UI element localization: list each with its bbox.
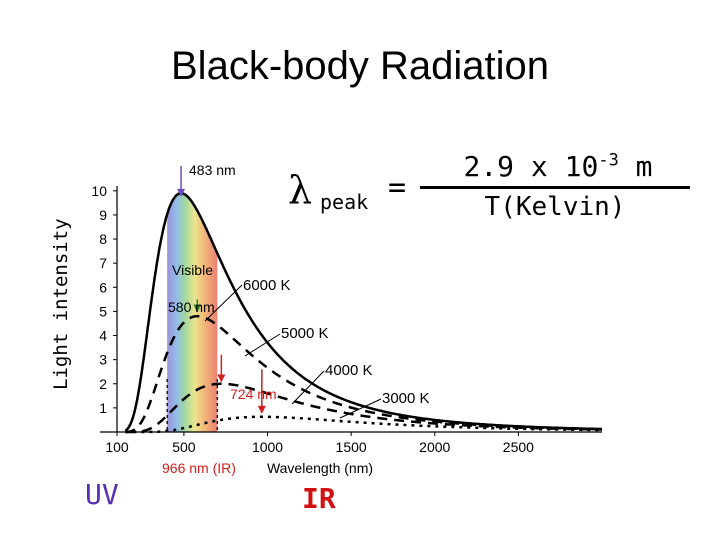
y-tick-label-3: 3 xyxy=(99,352,107,368)
y-tick-label-9: 9 xyxy=(99,207,107,223)
peak-arrowhead-966 xyxy=(257,405,266,414)
x-tick-label-1000: 1000 xyxy=(252,439,283,455)
curve-4000k xyxy=(125,382,602,434)
formula-denominator: T(Kelvin) xyxy=(484,192,626,222)
peak-label-724: 724 nm xyxy=(230,386,277,402)
y-tick-label-1: 1 xyxy=(99,400,107,416)
series-pointer-5000k xyxy=(244,333,281,357)
series-pointer-4000k xyxy=(291,370,325,405)
y-axis-side-label: Light intensity xyxy=(50,218,72,390)
series-label-4000k: 4000 K xyxy=(325,362,373,379)
numerator-base: 2.9 x 10 xyxy=(463,150,599,183)
wien-formula: λ peak = 2.9 x 10-3 m T(Kelvin) xyxy=(288,150,708,230)
y-tick-label-5: 5 xyxy=(99,303,107,319)
slide-title: Black-body Radiation xyxy=(171,44,549,88)
peak-label-966: 966 nm (IR) xyxy=(162,460,236,476)
series-label-6000k: 6000 K xyxy=(243,277,291,294)
x-tick-label-500: 500 xyxy=(172,439,196,455)
y-tick-label-2: 2 xyxy=(99,376,107,392)
series-label-3000k: 3000 K xyxy=(382,390,430,407)
y-tick-label-7: 7 xyxy=(99,255,107,271)
peak-arrowhead-724 xyxy=(217,374,226,383)
x-tick-label-2000: 2000 xyxy=(419,439,450,455)
series-pointer-6000k xyxy=(204,284,243,322)
ir-label: IR xyxy=(302,482,336,515)
y-tick-label-8: 8 xyxy=(99,231,107,247)
peak-arrowhead-580 xyxy=(193,304,202,313)
x-tick-label-2500: 2500 xyxy=(503,439,534,455)
uv-label: UV xyxy=(85,478,119,511)
x-axis-label: Wavelength (nm) xyxy=(267,460,373,476)
numerator-unit: m xyxy=(618,150,653,183)
y-tick-label-10: 10 xyxy=(91,183,107,199)
peak-arrowhead-483 xyxy=(177,188,186,197)
numerator-exponent: -3 xyxy=(598,150,619,171)
formula-lambda: λ xyxy=(288,168,313,212)
peak-label-483: 483 nm xyxy=(189,162,236,178)
y-tick-label-6: 6 xyxy=(99,279,107,295)
x-tick-label-1500: 1500 xyxy=(336,439,367,455)
y-tick-label-4: 4 xyxy=(99,328,107,344)
formula-equals: = xyxy=(388,170,407,205)
peak-label-580: 580 nm xyxy=(168,299,215,315)
formula-numerator: 2.9 x 10-3 m xyxy=(428,150,688,183)
curve-3000k xyxy=(125,415,602,434)
formula-subscript: peak xyxy=(320,190,369,214)
series-label-5000k: 5000 K xyxy=(281,325,329,342)
fraction-line xyxy=(420,186,690,189)
series-pointer-3000k xyxy=(339,398,382,419)
visible-label: Visible xyxy=(172,262,213,278)
x-tick-label-100: 100 xyxy=(105,439,129,455)
